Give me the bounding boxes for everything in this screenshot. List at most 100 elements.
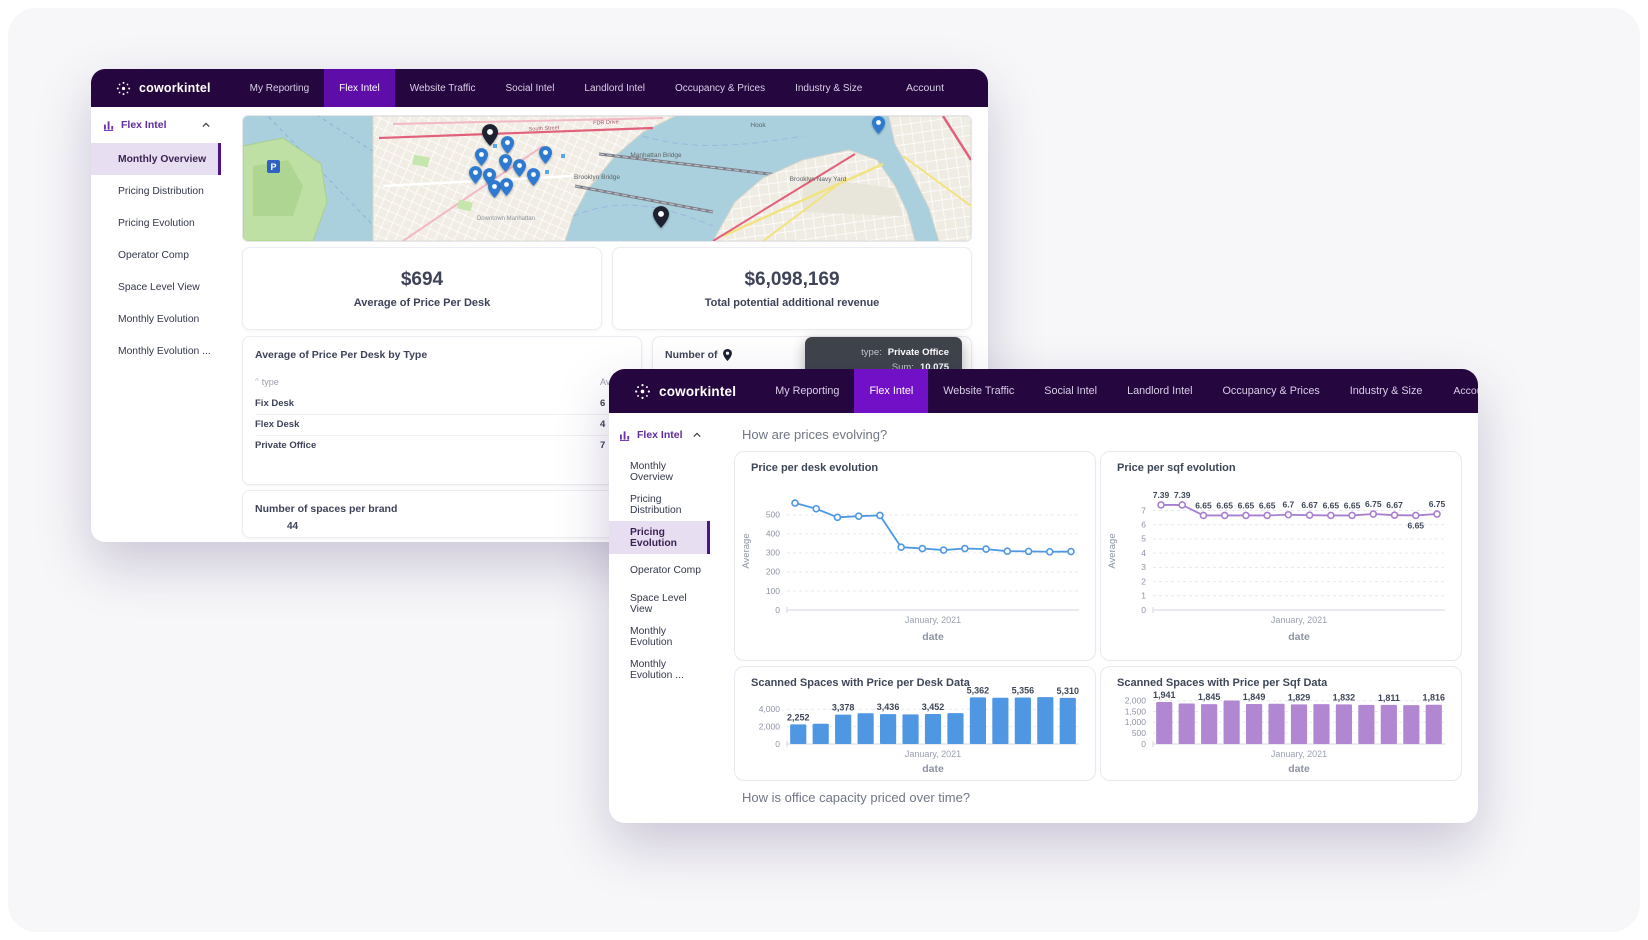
svg-text:6.75: 6.75 — [1429, 499, 1446, 509]
nav-tab-my-reporting[interactable]: My Reporting — [775, 385, 840, 397]
sidebar-item-operator-comp[interactable]: Operator Comp — [630, 565, 701, 576]
metric-label: Average of Price Per Desk — [353, 296, 491, 309]
nav-tab-website-traffic[interactable]: Website Traffic — [943, 385, 1015, 397]
sidebar-item-monthly-evolution[interactable]: Monthly Evolution ... — [118, 345, 211, 357]
chart-title: Scanned Spaces with Price per Sqf Data — [1117, 677, 1328, 689]
map-pin[interactable] — [539, 146, 552, 164]
back-sidebar: Flex Intel Monthly Overview Pricing Distr… — [91, 107, 222, 542]
sort-caret-icon[interactable]: ^ — [255, 377, 259, 386]
svg-text:1,816: 1,816 — [1423, 693, 1446, 703]
nav-tab-industry-size[interactable]: Industry & Size — [795, 82, 863, 94]
nav-tab-flex-intel[interactable]: Flex Intel — [324, 69, 395, 107]
section-heading-office-capacity: How is office capacity priced over time? — [742, 790, 971, 805]
map-pin[interactable] — [501, 136, 514, 154]
svg-text:6.65: 6.65 — [1216, 500, 1233, 510]
chart-title: Scanned Spaces with Price per Desk Data — [751, 677, 970, 689]
svg-text:500: 500 — [766, 510, 780, 520]
nav-tab-account[interactable]: Account — [1453, 385, 1478, 397]
nav-tab-landlord-intel[interactable]: Landlord Intel — [1127, 385, 1193, 397]
map-pin[interactable] — [653, 206, 669, 228]
map-pin[interactable] — [488, 180, 501, 198]
bar-chart-icon — [104, 120, 114, 131]
metric-value: $694 — [400, 268, 444, 290]
column-header-type[interactable]: type — [261, 377, 279, 387]
chart-scanned-spaces-desk[interactable]: Scanned Spaces with Price per Desk Data … — [734, 666, 1096, 781]
map-pin[interactable] — [482, 124, 498, 146]
sidebar-items: Monthly Overview Pricing Distribution Pric… — [609, 455, 710, 686]
cell-type: Private Office — [255, 440, 317, 451]
cell-value: 7 — [600, 440, 606, 451]
chart-price-per-desk-evolution[interactable]: Price per desk evolution 0 100 200 300 400 50… — [734, 451, 1096, 661]
sidebar-item-monthly-evolution[interactable]: Monthly Evolution — [118, 313, 200, 325]
table-row[interactable]: Flex Desk 4 — [255, 414, 629, 436]
nav-tab-account[interactable]: Account — [906, 82, 944, 94]
bar-chart-scanned-desk: 0 2,000 4,000 January, 2021 date 2,252 3,378 3,… — [759, 685, 1080, 775]
back-window: coworkintel My Reporting Flex Intel Websit… — [91, 69, 988, 542]
svg-text:1,845: 1,845 — [1198, 692, 1221, 702]
sidebar-header-flex-intel[interactable]: Flex Intel — [609, 413, 710, 447]
sidebar-item-operator-comp[interactable]: Operator Comp — [118, 249, 189, 261]
nav-tab-occupancy-prices[interactable]: Occupancy & Prices — [675, 82, 766, 94]
nav-tab-my-reporting[interactable]: My Reporting — [249, 82, 310, 94]
table-title: Average of Price Per Desk by Type — [255, 349, 428, 361]
map-pin[interactable] — [469, 166, 482, 184]
nav-tab-social-intel[interactable]: Social Intel — [505, 82, 555, 94]
sidebar-item-pricing-evolution[interactable]: Pricing Evolution — [609, 521, 710, 554]
svg-text:200: 200 — [766, 567, 780, 577]
cell-value: 6 — [600, 398, 606, 409]
sidebar-item-monthly-overview[interactable]: Monthly Overview — [91, 143, 221, 175]
nav-tab-flex-intel[interactable]: Flex Intel — [854, 369, 929, 413]
svg-text:date: date — [922, 763, 944, 775]
sidebar-header-label: Flex Intel — [637, 429, 683, 441]
sidebar-item-pricing-distribution[interactable]: Pricing Distribution — [630, 493, 682, 516]
line-chart-price-per-sqf: 0 1 2 3 4 5 6 7 Average January, 2021 date 7.39 7.39… — [1107, 490, 1446, 643]
tooltip-label: Sum: — [891, 362, 914, 373]
sidebar-item-monthly-evolution[interactable]: Monthly Evolution — [630, 625, 673, 648]
map-pin[interactable] — [527, 168, 540, 186]
svg-text:January, 2021: January, 2021 — [905, 615, 961, 625]
map[interactable]: South Street FDR Drive Hook Manhattan Br… — [242, 115, 972, 242]
nav-tab-social-intel[interactable]: Social Intel — [1044, 385, 1098, 397]
svg-text:3: 3 — [1141, 562, 1146, 572]
bar-chart-icon — [620, 430, 630, 441]
svg-text:1,849: 1,849 — [1243, 692, 1266, 702]
brand-logo[interactable]: coworkintel — [91, 69, 235, 107]
chart-scanned-spaces-sqf[interactable]: Scanned Spaces with Price per Sqf Data 0… — [1100, 666, 1462, 781]
sidebar-item-monthly-evolution[interactable]: Monthly Evolution ... — [630, 658, 684, 681]
nav-tab-website-traffic[interactable]: Website Traffic — [409, 82, 476, 94]
svg-text:2,252: 2,252 — [787, 712, 810, 722]
map-pin[interactable] — [475, 148, 488, 166]
nav-tab-industry-size[interactable]: Industry & Size — [1349, 385, 1423, 397]
svg-text:Average: Average — [1107, 533, 1118, 568]
sidebar-header-flex-intel[interactable]: Flex Intel — [91, 107, 221, 137]
nav-tab-occupancy-prices[interactable]: Occupancy & Prices — [1222, 385, 1320, 397]
column-header-average[interactable]: Av — [600, 377, 611, 387]
svg-text:date: date — [922, 631, 944, 643]
map-pin[interactable] — [872, 116, 885, 134]
chevron-up-icon[interactable] — [201, 121, 211, 129]
sidebar-item-space-level-view[interactable]: Space Level View — [118, 281, 200, 293]
chart-title: Price per sqf evolution — [1117, 462, 1236, 474]
tooltip-row: Sum: 10,075 — [818, 360, 949, 375]
map-pin[interactable] — [513, 159, 526, 177]
back-content: South Street FDR Drive Hook Manhattan Br… — [221, 107, 988, 542]
brand-logo[interactable]: coworkintel — [609, 369, 760, 413]
chart-price-per-sqf-evolution[interactable]: Price per sqf evolution 0 1 2 3 4 5 6 7 Average J… — [1100, 451, 1462, 661]
table-row[interactable]: Fix Desk 6 — [255, 393, 629, 415]
map-pin[interactable] — [499, 154, 512, 172]
svg-text:7.39: 7.39 — [1153, 490, 1170, 500]
sidebar-item-pricing-distribution[interactable]: Pricing Distribution — [118, 185, 204, 197]
map-pin[interactable] — [500, 178, 513, 196]
svg-text:1,941: 1,941 — [1153, 690, 1176, 700]
chevron-up-icon[interactable] — [692, 431, 702, 439]
metric-value: $6,098,169 — [744, 268, 840, 290]
svg-text:6.65: 6.65 — [1238, 500, 1255, 510]
table-row[interactable]: Private Office 7 — [255, 435, 629, 456]
nav-tab-landlord-intel[interactable]: Landlord Intel — [584, 82, 646, 94]
svg-text:5,310: 5,310 — [1057, 686, 1080, 696]
sidebar-item-monthly-overview[interactable]: Monthly Overview — [630, 460, 673, 483]
sidebar-item-space-level-view[interactable]: Space Level View — [630, 592, 687, 615]
metric-card-total-potential-revenue: $6,098,169 Total potential additional re… — [612, 247, 972, 330]
sidebar-item-pricing-evolution[interactable]: Pricing Evolution — [118, 217, 195, 229]
